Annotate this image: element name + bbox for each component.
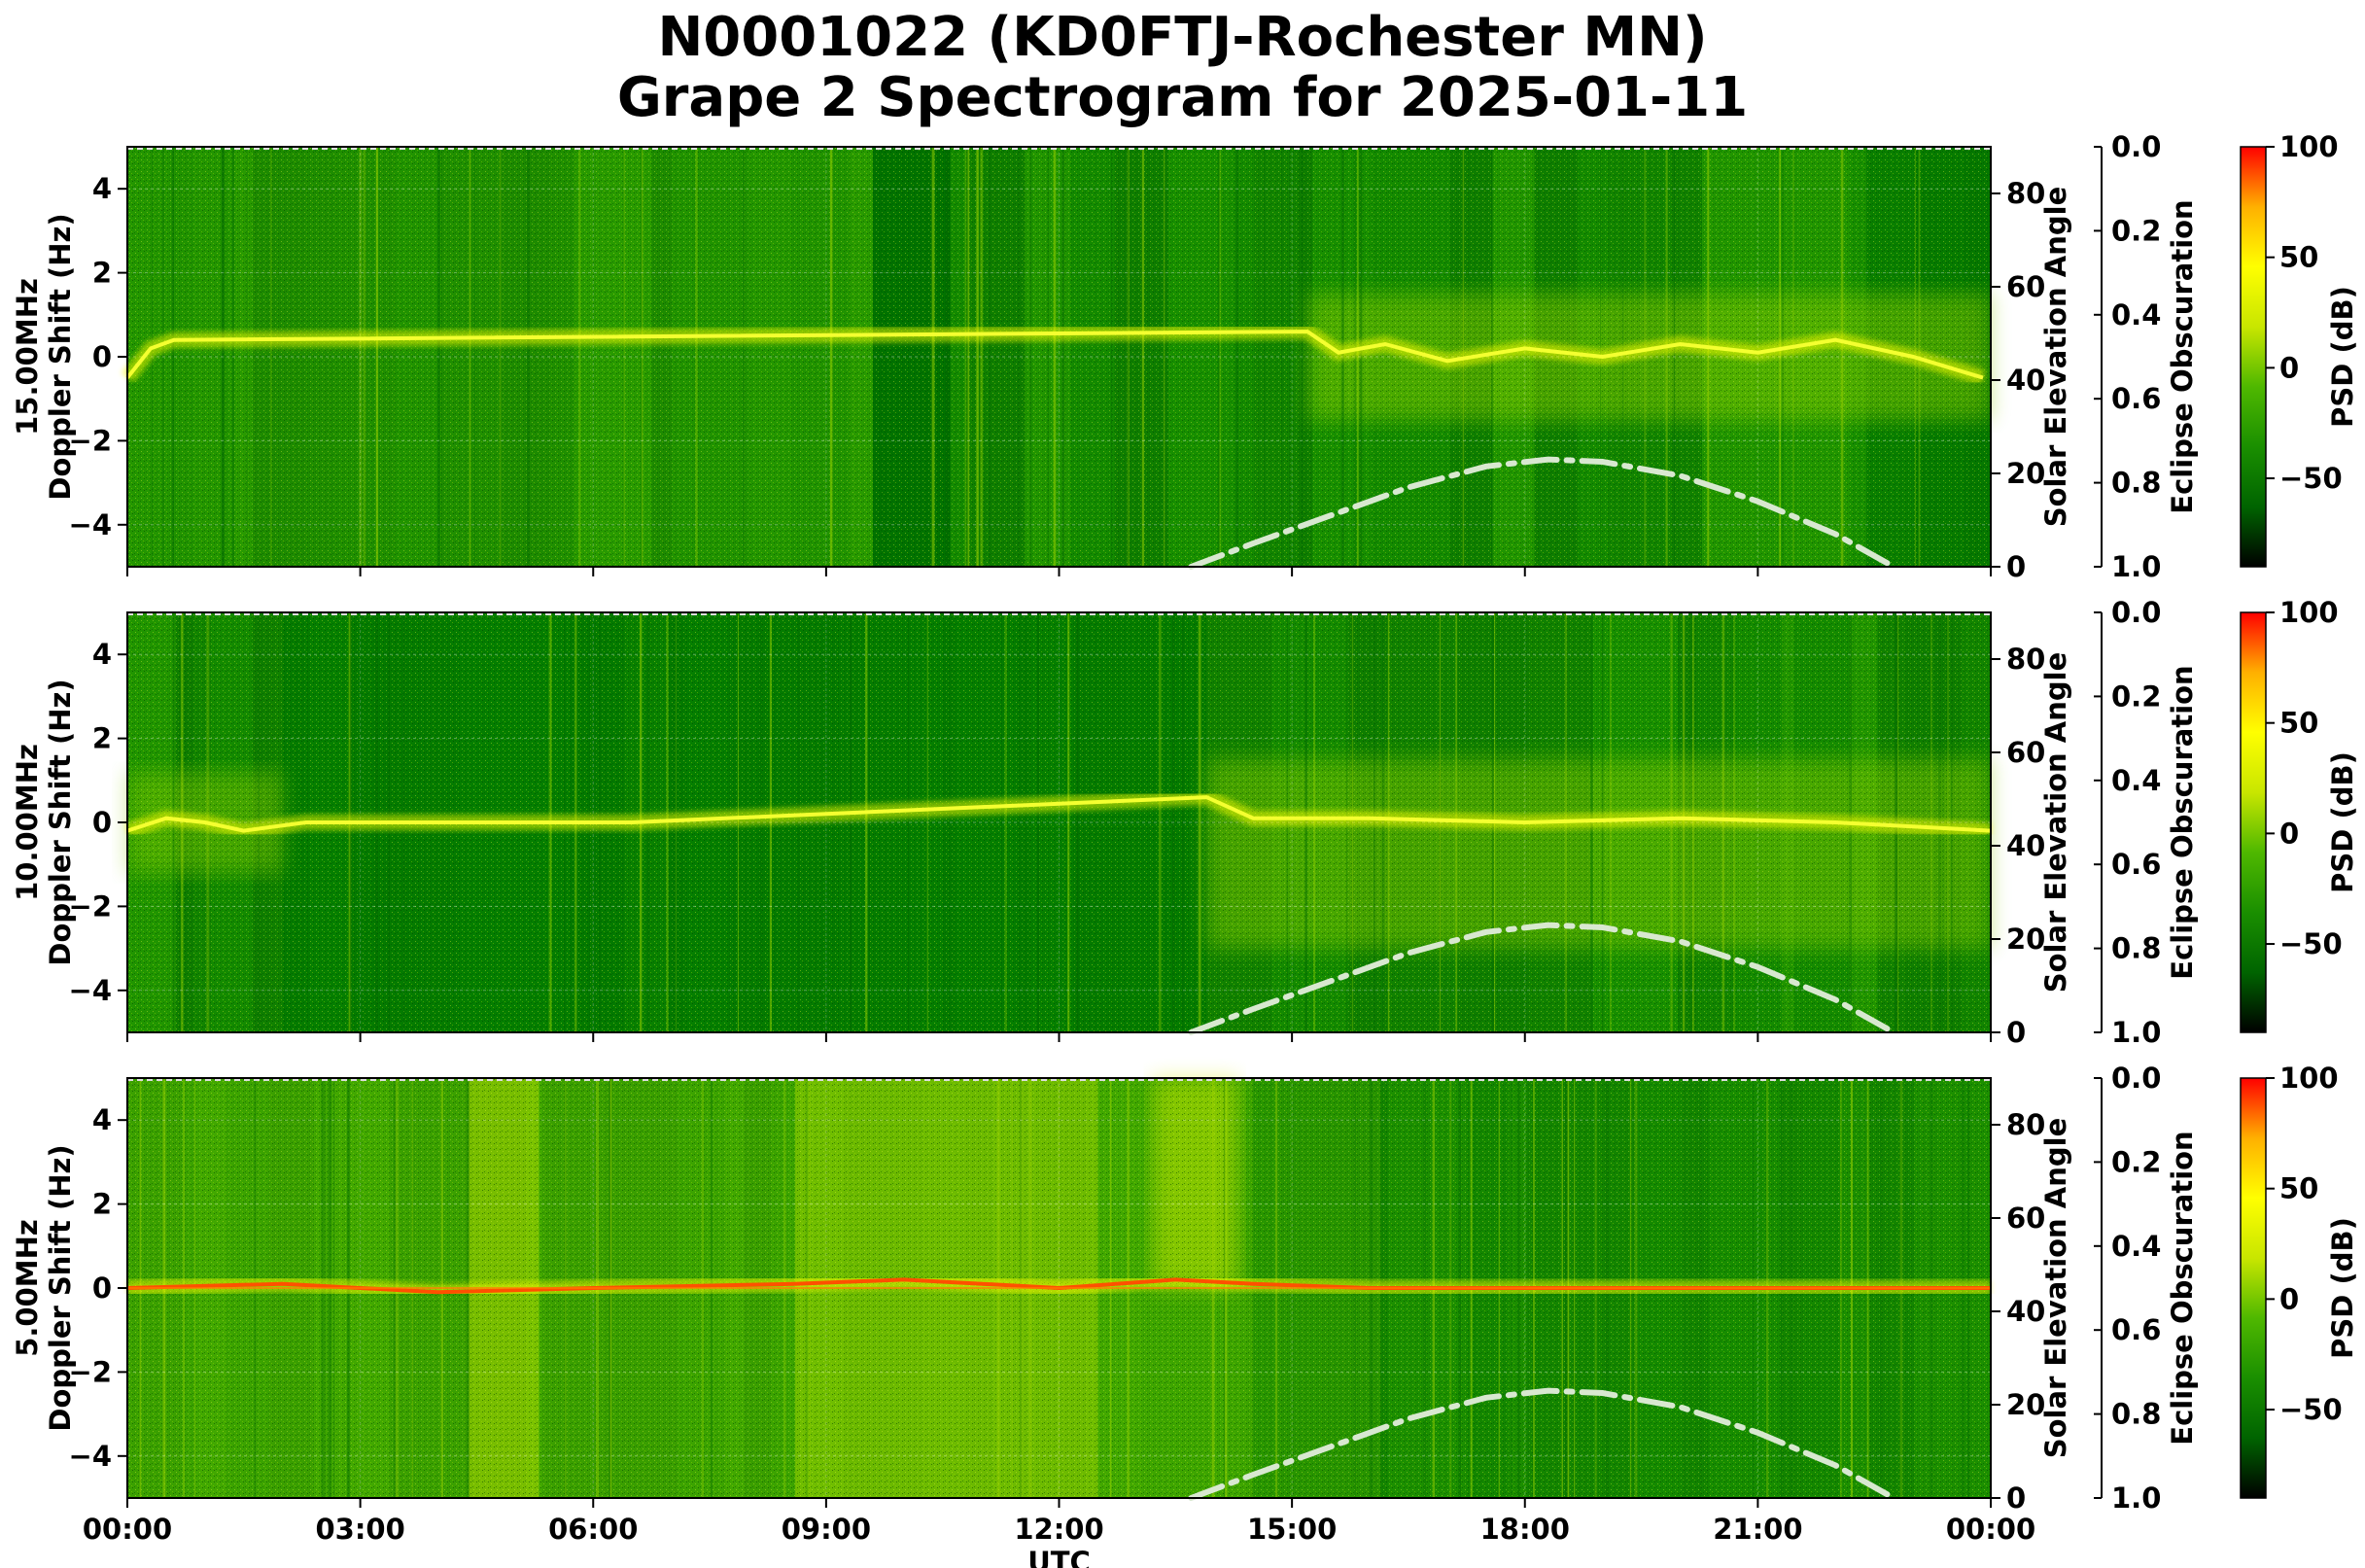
eclipse-tick-label: 0.0	[2111, 130, 2161, 163]
eclipse-axis-label: Eclipse Obscuration	[2166, 665, 2199, 979]
doppler-tick-label: 4	[92, 1103, 112, 1136]
time-tick-label: 00:00	[1946, 1513, 2035, 1546]
panel-1: −4 −2 0 2 4 15.00MHz Doppler Shift (Hz) 0 20 40 60…	[11, 130, 2359, 583]
eclipse-axis-label: Eclipse Obscuration	[2166, 199, 2199, 513]
eclipse-tick-label: 0.8	[2111, 467, 2161, 500]
colorbar-tick-label: 50	[2279, 1172, 2318, 1205]
eclipse-tick-label: 1.0	[2111, 1016, 2161, 1049]
colorbar-tick-label: 0	[2279, 1282, 2299, 1315]
elevation-tick-label: 60	[2006, 270, 2045, 303]
eclipse-axis-label: Eclipse Obscuration	[2166, 1131, 2199, 1445]
doppler-tick-label: −2	[69, 889, 112, 923]
elevation-tick-label: 80	[2006, 643, 2045, 676]
colorbar-tick-label: 50	[2279, 707, 2318, 740]
eclipse-tick-label: 0.4	[2111, 764, 2161, 797]
elevation-tick-label: 20	[2006, 457, 2045, 490]
colorbar-tick-label: 0	[2279, 817, 2299, 850]
doppler-tick-label: −2	[69, 1355, 112, 1388]
elevation-axis-label: Solar Elevation Angle	[2039, 1118, 2072, 1459]
colorbar-tick-label: −50	[2279, 927, 2343, 960]
elevation-tick-label: 20	[2006, 923, 2045, 956]
elevation-tick-label: 0	[2006, 550, 2026, 583]
doppler-tick-label: −4	[69, 508, 112, 541]
doppler-tick-label: 0	[92, 806, 112, 839]
elevation-axis-label: Solar Elevation Angle	[2039, 187, 2072, 528]
colorbar-tick-label: −50	[2279, 1393, 2343, 1426]
colorbar-tick-label: 0	[2279, 351, 2299, 384]
time-tick-label: 12:00	[1014, 1513, 1103, 1546]
eclipse-tick-label: 0.8	[2111, 1398, 2161, 1431]
carrier-trace	[125, 330, 1984, 380]
elevation-tick-label: 80	[2006, 1108, 2045, 1141]
doppler-axis-label: Doppler Shift (Hz)	[44, 679, 77, 965]
eclipse-tick-label: 1.0	[2111, 1481, 2161, 1515]
doppler-tick-label: 4	[92, 638, 112, 671]
solar-elevation-curve	[1188, 456, 1897, 570]
eclipse-tick-label: 0.6	[2111, 1313, 2161, 1346]
panel-2: −4 −2 0 2 4 10.00MHz Doppler Shift (Hz) 0 20 40 60…	[11, 596, 2359, 1049]
doppler-tick-label: 4	[92, 172, 112, 205]
solar-elevation-curve	[1188, 922, 1897, 1035]
eclipse-tick-label: 0.2	[2111, 679, 2161, 713]
colorbar-tick-label: −50	[2279, 462, 2343, 495]
doppler-tick-label: 2	[92, 1188, 112, 1221]
eclipse-tick-label: 0.0	[2111, 1062, 2161, 1095]
chart-title-line-2: Grape 2 Spectrogram for 2025-01-11	[616, 66, 1749, 129]
colorbar	[2240, 1077, 2267, 1499]
colorbar-tick-label: 50	[2279, 241, 2318, 274]
elevation-tick-label: 80	[2006, 177, 2045, 210]
time-tick-label: 03:00	[315, 1513, 404, 1546]
time-tick-label: 21:00	[1713, 1513, 1802, 1546]
time-tick-label: 06:00	[548, 1513, 638, 1546]
elevation-tick-label: 40	[2006, 1295, 2045, 1328]
eclipse-tick-label: 0.6	[2111, 382, 2161, 415]
doppler-tick-label: 0	[92, 340, 112, 373]
chart-title-line-1: N0001022 (KD0FTJ-Rochester MN)	[657, 6, 1708, 69]
eclipse-tick-label: 0.4	[2111, 1230, 2161, 1263]
elevation-tick-label: 40	[2006, 364, 2045, 397]
time-tick-label: 15:00	[1247, 1513, 1337, 1546]
eclipse-tick-label: 1.0	[2111, 550, 2161, 583]
eclipse-tick-label: 0.2	[2111, 1145, 2161, 1178]
colorbar-label: PSD (dB)	[2326, 286, 2359, 428]
doppler-tick-label: 2	[92, 722, 112, 755]
eclipse-tick-label: 0.6	[2111, 848, 2161, 881]
colorbar-label: PSD (dB)	[2326, 751, 2359, 893]
carrier-trace	[126, 795, 1992, 833]
doppler-tick-label: 0	[92, 1272, 112, 1305]
colorbar	[2240, 611, 2267, 1033]
elevation-tick-label: 60	[2006, 1202, 2045, 1235]
eclipse-tick-label: 0.2	[2111, 214, 2161, 247]
doppler-axis-label-frequency: 15.00MHz	[11, 278, 44, 436]
eclipse-tick-label: 0.4	[2111, 298, 2161, 331]
time-tick-label: 00:00	[83, 1513, 172, 1546]
time-tick-label: 09:00	[782, 1513, 871, 1546]
colorbar	[2240, 146, 2267, 568]
colorbar-tick-label: 100	[2279, 130, 2339, 163]
colorbar-tick-label: 100	[2279, 596, 2339, 629]
panel-3: −4 −2 0 2 4 5.00MHz Doppler Shift (Hz) 0 20 40 60 8…	[11, 1062, 2359, 1568]
time-axis-label: UTC	[1027, 1546, 1091, 1568]
elevation-tick-label: 60	[2006, 736, 2045, 769]
time-tick-label: 18:00	[1480, 1513, 1570, 1546]
colorbar-label: PSD (dB)	[2326, 1217, 2359, 1359]
doppler-tick-label: −4	[69, 1440, 112, 1473]
colorbar-tick-label: 100	[2279, 1062, 2339, 1095]
eclipse-tick-label: 0.0	[2111, 596, 2161, 629]
doppler-axis-label-frequency: 10.00MHz	[11, 744, 44, 901]
doppler-axis-label-frequency: 5.00MHz	[11, 1219, 44, 1357]
doppler-axis-label: Doppler Shift (Hz)	[44, 1144, 77, 1431]
eclipse-tick-label: 0.8	[2111, 932, 2161, 965]
elevation-tick-label: 20	[2006, 1388, 2045, 1421]
solar-elevation-curve	[1188, 1387, 1897, 1501]
doppler-axis-label: Doppler Shift (Hz)	[44, 213, 77, 500]
elevation-tick-label: 0	[2006, 1481, 2026, 1515]
elevation-tick-label: 40	[2006, 829, 2045, 862]
doppler-tick-label: −2	[69, 424, 112, 457]
elevation-axis-label: Solar Elevation Angle	[2039, 652, 2072, 993]
doppler-tick-label: 2	[92, 257, 112, 290]
elevation-tick-label: 0	[2006, 1016, 2026, 1049]
doppler-tick-label: −4	[69, 974, 112, 1007]
